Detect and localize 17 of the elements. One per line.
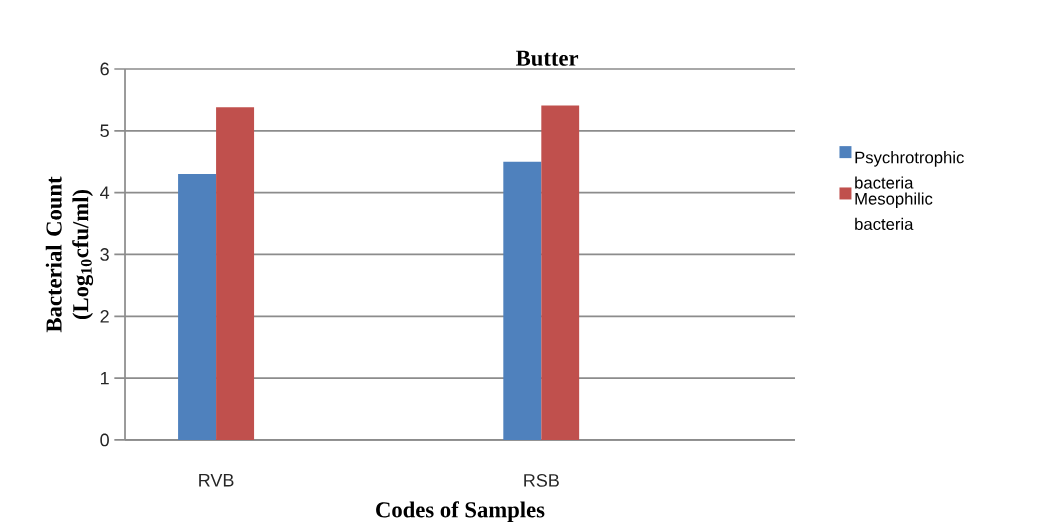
y-tick-label: 5: [100, 124, 109, 138]
bar: [541, 105, 580, 440]
bar: [178, 174, 217, 440]
y-tick-label: 0: [100, 433, 109, 447]
bar: [216, 107, 255, 440]
y-tick-label: 2: [100, 310, 109, 323]
x-tick-label: RSB: [524, 474, 559, 487]
legend-label: Psychrotrophic bacteria: [855, 151, 964, 189]
x-axis-title: Codes of Samples: [376, 501, 545, 523]
y-tick-label: 4: [100, 186, 110, 199]
x-tick-label: RVB: [199, 474, 234, 487]
legend-label: Mesophilic bacteria: [855, 192, 933, 231]
bar: [503, 161, 542, 440]
y-tick-label: 3: [100, 248, 109, 261]
chart-title: Butter: [516, 50, 579, 66]
y-tick-label: 1: [101, 371, 109, 385]
y-tick-label: 6: [100, 62, 109, 76]
